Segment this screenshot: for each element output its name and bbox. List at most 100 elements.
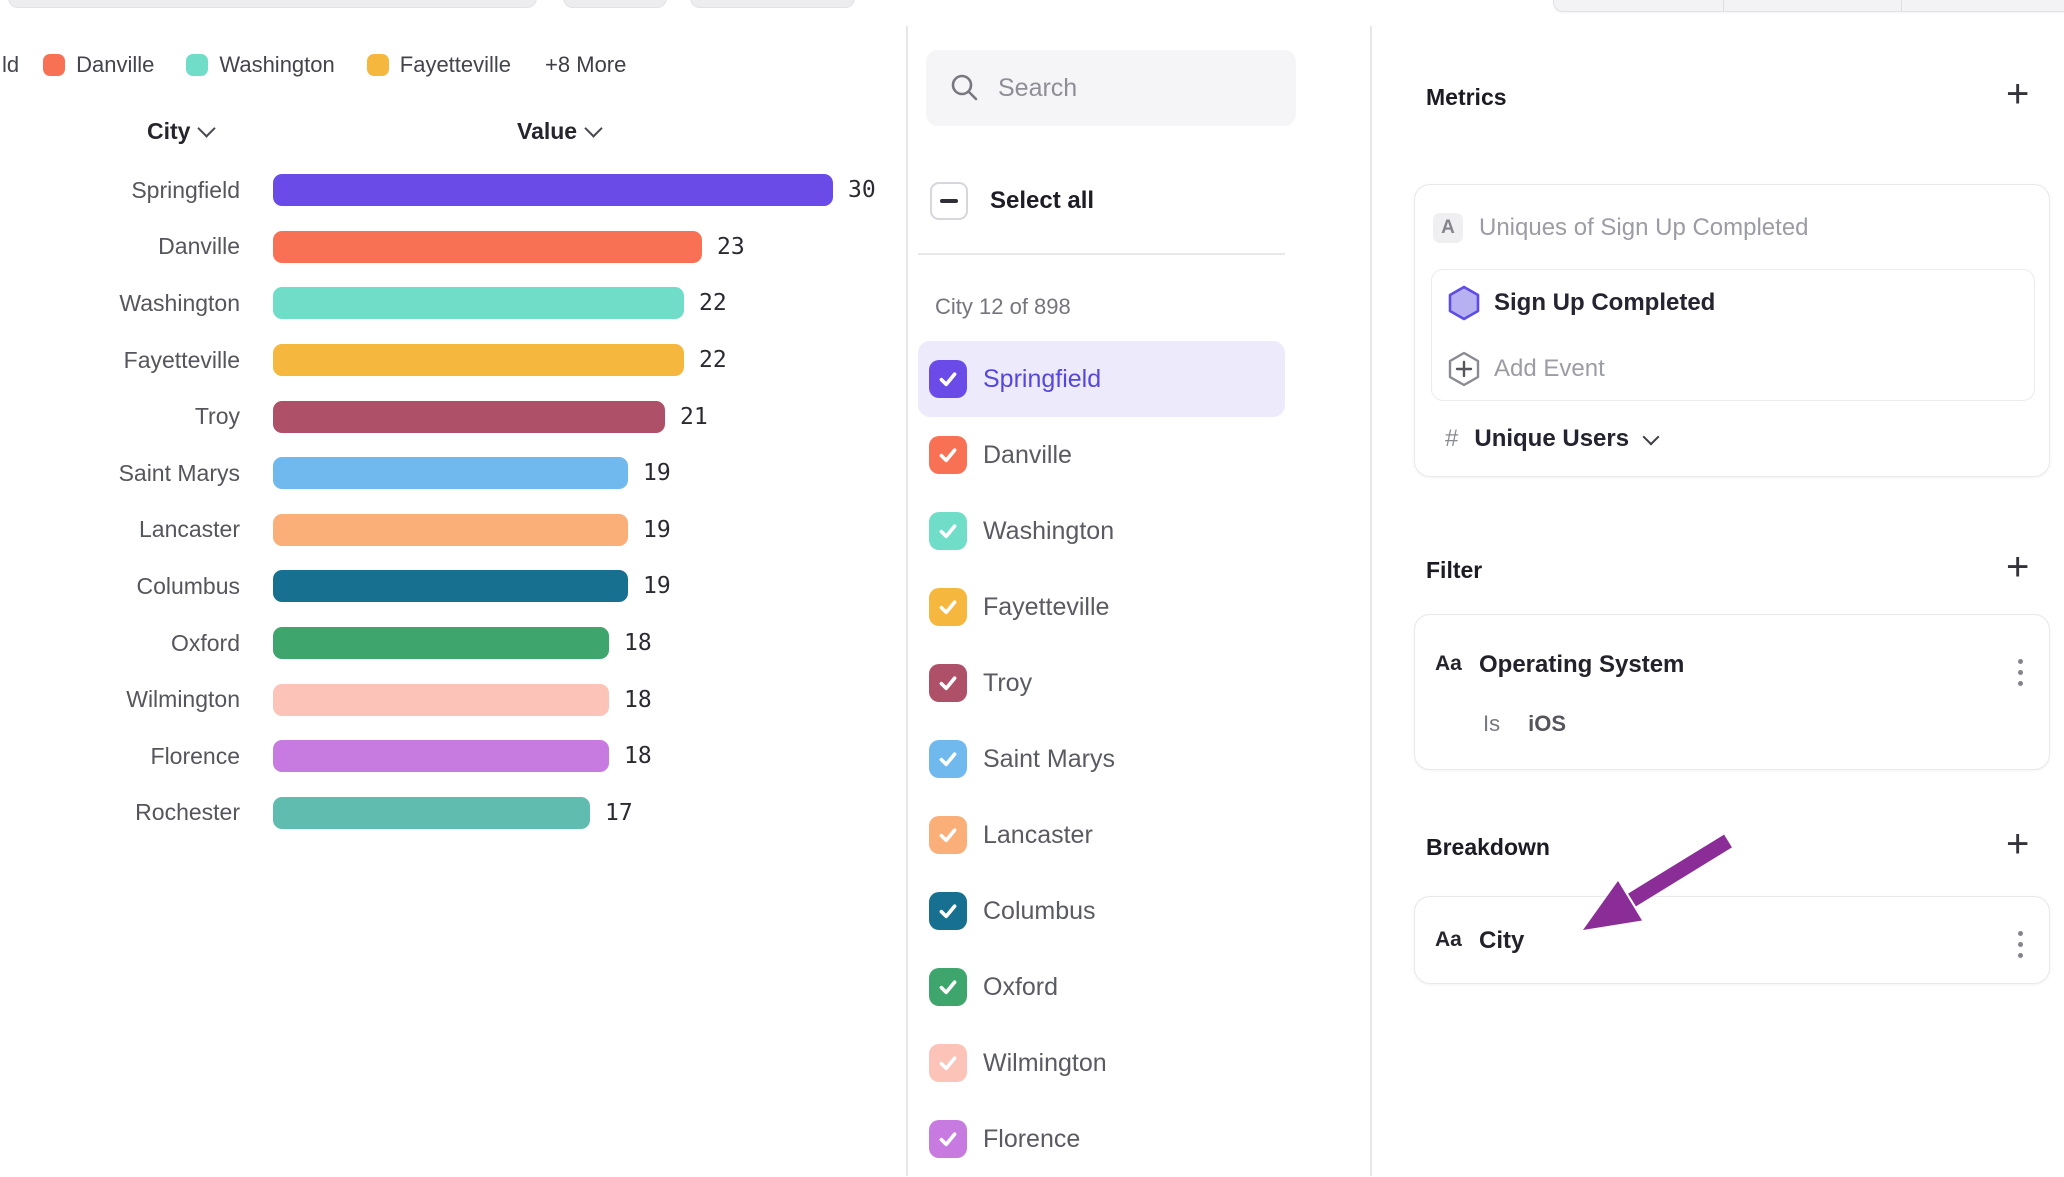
add-event-row[interactable]: Add Event (1432, 336, 2034, 402)
chart-bar-value: 21 (680, 403, 708, 430)
chart-row: Troy 21 (0, 388, 906, 445)
chart-bar[interactable] (273, 230, 702, 263)
legend-item[interactable]: Fayetteville (366, 52, 511, 78)
city-option[interactable]: Troy (918, 645, 1285, 721)
filter-card[interactable]: Aa Operating System Is iOS (1414, 614, 2050, 770)
filter-more-options-button[interactable] (2014, 655, 2027, 690)
segmented-control[interactable] (1553, 0, 2064, 12)
chart-bar[interactable] (273, 740, 609, 773)
panel-divider-right (1370, 26, 1372, 1176)
breakdown-card[interactable]: Aa City (1414, 896, 2050, 984)
chart-bar-value: 22 (699, 347, 727, 374)
chart-bar[interactable] (273, 457, 628, 490)
chart-row-label: Saint Marys (118, 459, 240, 486)
text-property-icon: Aa (1435, 652, 1462, 675)
chart-bar[interactable] (273, 513, 628, 546)
filter-property-label: Operating System (1479, 651, 1685, 678)
search-box[interactable] (926, 50, 1296, 126)
breakdown-more-options-button[interactable] (2014, 927, 2027, 962)
event-block: Sign Up Completed Add Event (1431, 269, 2035, 401)
checkbox-checked-icon[interactable] (929, 588, 967, 626)
checkbox-checked-icon[interactable] (929, 436, 967, 474)
chart-bar-value: 18 (624, 743, 652, 770)
search-input[interactable] (996, 72, 1280, 104)
legend-swatch (186, 54, 209, 76)
text-property-icon: Aa (1435, 928, 1462, 951)
chart-row-label: Springfield (131, 176, 240, 203)
add-breakdown-button[interactable]: + (2006, 822, 2030, 866)
city-option[interactable]: Saint Marys (918, 721, 1285, 797)
chart-bar[interactable] (273, 287, 684, 320)
event-row[interactable]: Sign Up Completed (1432, 270, 2034, 336)
legend-swatch (366, 54, 389, 76)
add-filter-button[interactable]: + (2006, 545, 2030, 589)
checkbox-checked-icon[interactable] (929, 512, 967, 550)
add-metric-button[interactable]: + (2006, 72, 2030, 116)
chart-row: Rochester 17 (0, 785, 906, 842)
city-option-label: Troy (983, 668, 1033, 697)
chart-bar-value: 17 (605, 799, 633, 826)
city-option-label: Danville (983, 440, 1072, 469)
legend-more-link[interactable]: +8 More (545, 52, 627, 77)
chart-bar-value: 22 (699, 290, 727, 317)
legend-item-truncated[interactable]: ld (2, 52, 20, 77)
chart-bar[interactable] (273, 400, 665, 433)
checkbox-checked-icon[interactable] (929, 1044, 967, 1082)
city-option[interactable]: Washington (918, 493, 1285, 569)
city-option[interactable]: Danville (918, 417, 1285, 493)
checkbox-checked-icon[interactable] (929, 892, 967, 930)
legend-item-label: Washington (219, 52, 335, 77)
measure-selector[interactable]: # Unique Users (1445, 425, 1660, 453)
chart-row: Washington 22 (0, 275, 906, 332)
chart-bar-value: 18 (624, 686, 652, 713)
search-icon (951, 74, 978, 101)
hexagon-plus-icon (1448, 351, 1480, 387)
checkbox-checked-icon[interactable] (929, 816, 967, 854)
chart-row-label: Florence (150, 742, 240, 769)
value-column-header: Value (517, 118, 578, 144)
chart-legend: ld Danville Washington Fayetteville +8 Mor… (2, 52, 626, 78)
top-toolbar-fragment (690, 0, 855, 8)
checkbox-checked-icon[interactable] (929, 1120, 967, 1158)
chart-bar-value: 23 (717, 233, 745, 260)
city-option-label: Columbus (983, 896, 1096, 925)
chart-bar[interactable] (273, 796, 590, 829)
city-option[interactable]: Oxford (918, 949, 1285, 1025)
select-all-control[interactable]: Select all (930, 182, 1094, 220)
chart-bar[interactable] (273, 627, 609, 660)
city-option[interactable]: Florence (918, 1101, 1285, 1177)
checkbox-checked-icon[interactable] (929, 664, 967, 702)
chart-row-label: Lancaster (138, 516, 240, 543)
event-name: Sign Up Completed (1494, 289, 1716, 316)
chart-bar[interactable] (273, 570, 628, 603)
chart-row: Oxford 18 (0, 615, 906, 672)
city-option[interactable]: Wilmington (918, 1025, 1285, 1101)
filter-clause[interactable]: Is iOS (1483, 711, 1566, 737)
city-option[interactable]: Lancaster (918, 797, 1285, 873)
filter-operator: Is (1483, 711, 1501, 736)
checkbox-checked-icon[interactable] (929, 740, 967, 778)
select-all-label: Select all (990, 187, 1095, 214)
city-option[interactable]: Columbus (918, 873, 1285, 949)
chart-bar-value: 19 (643, 516, 671, 543)
legend-item[interactable]: Danville (43, 52, 154, 78)
chart-bar[interactable] (273, 683, 609, 716)
chart-row-label: Columbus (136, 572, 240, 599)
sort-by-city-button[interactable]: City (147, 118, 217, 145)
metric-card[interactable]: A Uniques of Sign Up Completed Sign Up C… (1414, 184, 2050, 477)
checkbox-checked-icon[interactable] (929, 360, 967, 398)
sort-by-value-button[interactable]: Value (517, 118, 603, 145)
chart-row-label: Fayetteville (123, 346, 240, 373)
chart-row: Lancaster 19 (0, 502, 906, 559)
legend-item[interactable]: Washington (186, 52, 335, 78)
checkbox-checked-icon[interactable] (929, 968, 967, 1006)
chart-bar[interactable] (273, 344, 684, 377)
chart-bar[interactable] (273, 174, 833, 207)
checkbox-indeterminate-icon[interactable] (930, 182, 968, 220)
city-option-label: Florence (983, 1124, 1081, 1153)
city-option[interactable]: Springfield (918, 341, 1285, 417)
city-option-label: Lancaster (983, 820, 1093, 849)
city-option[interactable]: Fayetteville (918, 569, 1285, 645)
top-toolbar-fragment (563, 0, 667, 8)
chevron-down-icon (197, 119, 217, 138)
